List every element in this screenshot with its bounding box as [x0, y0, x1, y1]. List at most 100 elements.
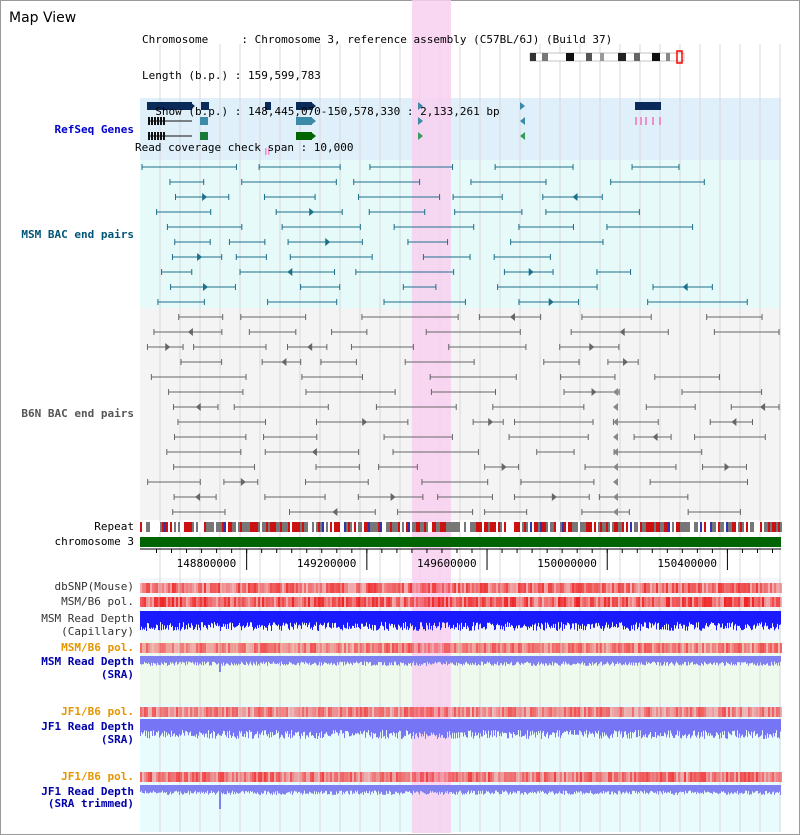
- jf1-pol-cell: [398, 707, 400, 717]
- jf1-sra-depth-bar: [286, 719, 287, 734]
- jf1-sra-depth-bar: [447, 719, 448, 732]
- jf1-pol-cell: [340, 707, 342, 717]
- jf1-pol-cell: [422, 707, 424, 717]
- dbsnp-cell: [712, 583, 714, 593]
- msm-sra-depth-bar: [316, 656, 317, 665]
- jf1-trim-pol-cell: [604, 772, 606, 782]
- msm-sra-depth-bar: [209, 656, 210, 666]
- jf1-sra-depth-bar: [496, 719, 497, 738]
- msm-sra-depth-bar: [234, 656, 235, 664]
- dbsnp-cell: [760, 583, 762, 593]
- msm-sra-depth-bar: [333, 656, 334, 664]
- jf1-sra-depth-bar: [426, 719, 427, 734]
- jf1-trim-depth-bar: [289, 785, 290, 792]
- msm-sra-depth-bar: [716, 656, 717, 663]
- msm-cap-depth-bar: [440, 611, 441, 630]
- jf1-sra-depth-bar: [708, 719, 709, 733]
- jf1-trim-pol-cell: [354, 772, 356, 782]
- msm-sra-pol-cell: [268, 643, 270, 653]
- jf1-sra-depth-bar: [757, 719, 758, 734]
- msm-cap-depth-bar: [282, 611, 283, 626]
- msm-pol-cell: [548, 597, 550, 607]
- jf1-trim-depth-bar: [603, 785, 604, 791]
- jf1-trim-depth-bar: [197, 785, 198, 793]
- jf1-pol-cell: [262, 707, 264, 717]
- jf1-trim-depth-bar: [243, 785, 244, 792]
- jf1-pol-cell: [390, 707, 392, 717]
- msm-sra-pol-cell: [358, 643, 360, 653]
- jf1-pol-cell: [212, 707, 214, 717]
- msm-pol-cell: [498, 597, 500, 607]
- msm-cap-depth-bar: [159, 611, 160, 631]
- msm-sra-depth-bar: [515, 656, 516, 665]
- jf1-sra-depth-bar: [755, 719, 756, 736]
- dbsnp-cell: [278, 583, 280, 593]
- jf1-sra-depth-bar: [290, 719, 291, 739]
- msm-sra-depth-bar: [579, 656, 580, 664]
- dbsnp-cell: [360, 583, 362, 593]
- jf1-sra-depth-bar: [739, 719, 740, 734]
- msm-sra-pol-cell: [250, 643, 252, 653]
- msm-cap-depth-bar: [497, 611, 498, 624]
- jf1-trim-depth-bar: [148, 785, 149, 794]
- msm-sra-pol-cell: [714, 643, 716, 653]
- msm-sra-depth-bar: [566, 656, 567, 664]
- jf1-trim-depth-bar: [299, 785, 300, 792]
- repeat-element: [440, 522, 442, 532]
- jf1-trim-depth-bar: [324, 785, 325, 793]
- jf1-trim-depth-bar: [160, 785, 161, 793]
- jf1-trim-depth-bar: [207, 785, 208, 791]
- msm-sra-pol-cell: [354, 643, 356, 653]
- jf1-sra-depth-bar: [463, 719, 464, 737]
- jf1-pol-cell: [144, 707, 146, 717]
- jf1-trim-pol-cell: [156, 772, 158, 782]
- jf1-trim-depth-bar: [341, 785, 342, 791]
- jf1-sra-depth-bar: [761, 719, 762, 736]
- jf1-sra-depth-bar: [152, 719, 153, 737]
- jf1-sra-depth-bar: [239, 719, 240, 731]
- jf1-sra-depth-bar: [543, 719, 544, 731]
- jf1-trim-depth-bar: [387, 785, 388, 794]
- msm-sra-depth-bar: [271, 656, 272, 664]
- gene-arrow: [332, 508, 338, 516]
- msm-cap-depth-bar: [451, 611, 452, 628]
- jf1-trim-pol-cell: [744, 772, 746, 782]
- msm-sra-depth-bar: [356, 656, 357, 662]
- jf1-trim-depth-bar: [672, 785, 673, 794]
- jf1-trim-pol-cell: [596, 772, 598, 782]
- jf1-trim-pol-cell: [498, 772, 500, 782]
- dbsnp-cell: [276, 583, 278, 593]
- jf1-trim-depth-bar: [670, 785, 671, 792]
- jf1-trim-depth-bar: [613, 785, 614, 795]
- repeat-element: [336, 522, 338, 532]
- jf1-trim-depth-bar: [281, 785, 282, 795]
- jf1-sra-depth-bar: [577, 719, 578, 735]
- jf1-trim-depth-bar: [563, 785, 564, 791]
- jf1-sra-depth-bar: [585, 719, 586, 734]
- jf1-trim-depth-bar: [646, 785, 647, 793]
- jf1-trim-depth-bar: [639, 785, 640, 794]
- msm-sra-pol-cell: [590, 643, 592, 653]
- jf1-trim-depth-bar: [616, 785, 617, 794]
- jf1-trim-pol-cell: [406, 772, 408, 782]
- msm-cap-depth-bar: [471, 611, 472, 631]
- dbsnp-cell: [366, 583, 368, 593]
- msm-pol-cell: [392, 597, 394, 607]
- jf1-trim-depth-bar: [372, 785, 373, 792]
- jf1-sra-depth-bar: [560, 719, 561, 739]
- dbsnp-cell: [274, 583, 276, 593]
- jf1-trim-depth-bar: [436, 785, 437, 794]
- jf1-sra-depth-bar: [582, 719, 583, 736]
- jf1-trim-pol-cell: [558, 772, 560, 782]
- msm-cap-depth-bar: [272, 611, 273, 625]
- msm-sra-depth-bar: [533, 656, 534, 664]
- jf1-trim-depth-bar: [674, 785, 675, 795]
- jf1-trim-depth-bar: [185, 785, 186, 794]
- repeat-element: [696, 522, 698, 532]
- jf1-sra-depth-bar: [773, 719, 774, 734]
- jf1-trim-depth-bar: [578, 785, 579, 792]
- jf1-trim-depth-bar: [231, 785, 232, 793]
- jf1-sra-depth-bar: [340, 719, 341, 731]
- msm-sra-pol-cell: [152, 643, 154, 653]
